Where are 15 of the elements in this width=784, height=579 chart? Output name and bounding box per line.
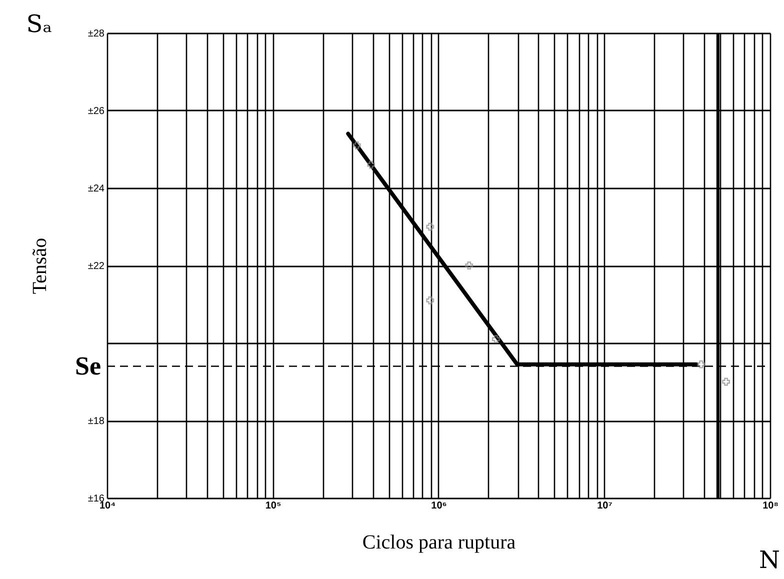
y-tick-label: ±28 — [88, 28, 105, 40]
text: Sₐ — [26, 10, 52, 38]
y-tick-label: ±18 — [88, 416, 105, 427]
x-tick-label: 10⁸ — [762, 500, 779, 512]
x-axis-title: Ciclos para ruptura — [362, 532, 516, 554]
text: N — [759, 546, 780, 574]
ref-line-label: Se — [75, 351, 101, 380]
y-tick-label: ±26 — [88, 106, 105, 117]
y-tick-label: ±24 — [88, 184, 105, 194]
x-tick-label: 10⁷ — [597, 500, 612, 512]
y-tick-label: ±22 — [88, 261, 105, 272]
y-axis-title: Tensão — [28, 238, 51, 294]
x-tick-label: 10⁴ — [99, 500, 116, 512]
x-tick-label: 10⁵ — [265, 500, 282, 512]
x-tick-label: 10⁶ — [431, 500, 447, 512]
